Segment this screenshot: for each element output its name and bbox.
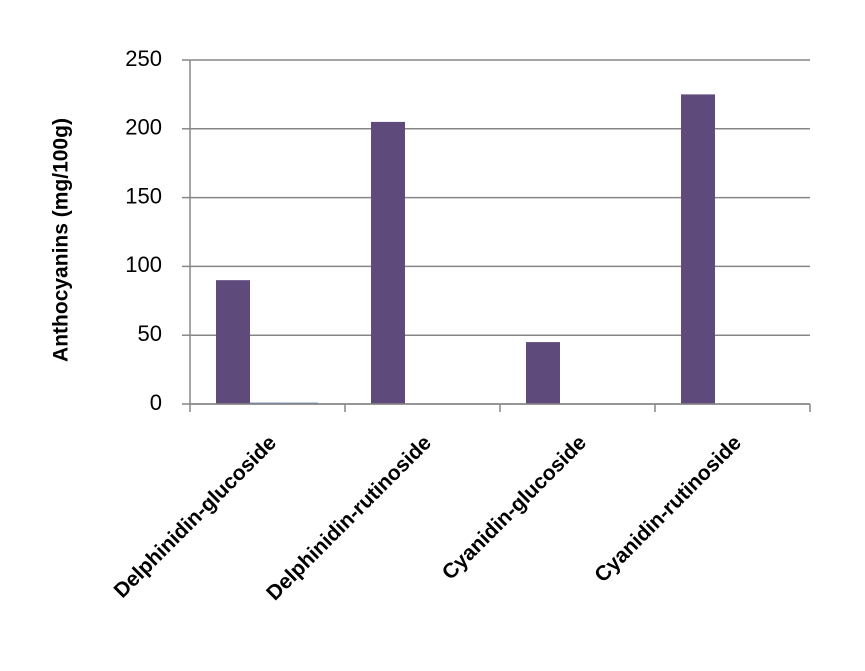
y-tick-label: 250 — [125, 46, 162, 71]
x-tick-label: Cyanidin-glucoside — [438, 431, 591, 584]
y-tick-label: 0 — [150, 390, 162, 415]
y-axis-title: Anthocyanins (mg/100g) — [50, 118, 73, 362]
x-tick-label: Cyanidin-rutinoside — [590, 431, 746, 587]
y-tick-label: 100 — [125, 252, 162, 277]
bar — [216, 280, 250, 404]
bar — [371, 121, 405, 405]
y-tick-label: 150 — [125, 183, 162, 208]
x-tick-label: Delphinidin-glucoside — [110, 431, 281, 602]
y-tick-label: 50 — [138, 321, 162, 346]
bar — [526, 342, 560, 404]
bar — [681, 94, 715, 405]
x-tick-label: Delphinidin-rutinoside — [262, 431, 436, 605]
y-tick-label: 200 — [125, 115, 162, 140]
